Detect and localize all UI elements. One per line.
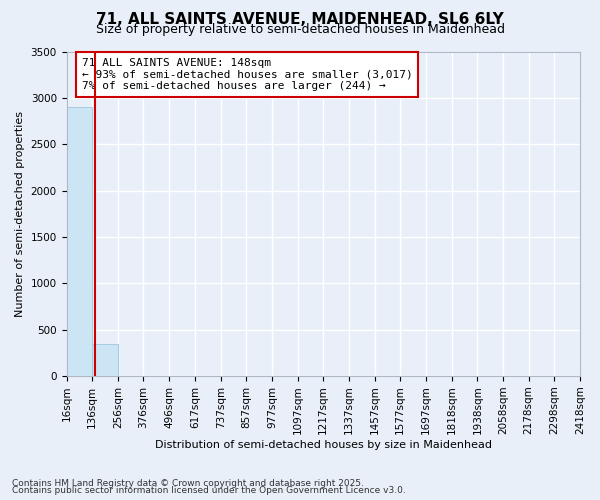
Bar	[67, 107, 92, 376]
X-axis label: Distribution of semi-detached houses by size in Maidenhead: Distribution of semi-detached houses by …	[155, 440, 492, 450]
Text: Size of property relative to semi-detached houses in Maidenhead: Size of property relative to semi-detach…	[95, 22, 505, 36]
Y-axis label: Number of semi-detached properties: Number of semi-detached properties	[15, 110, 25, 316]
Text: Contains HM Land Registry data © Crown copyright and database right 2025.: Contains HM Land Registry data © Crown c…	[12, 478, 364, 488]
Text: 71, ALL SAINTS AVENUE, MAIDENHEAD, SL6 6LY: 71, ALL SAINTS AVENUE, MAIDENHEAD, SL6 6…	[96, 12, 504, 28]
Text: 71 ALL SAINTS AVENUE: 148sqm
← 93% of semi-detached houses are smaller (3,017)
7: 71 ALL SAINTS AVENUE: 148sqm ← 93% of se…	[82, 58, 413, 91]
Bar	[92, 344, 118, 376]
Text: Contains public sector information licensed under the Open Government Licence v3: Contains public sector information licen…	[12, 486, 406, 495]
